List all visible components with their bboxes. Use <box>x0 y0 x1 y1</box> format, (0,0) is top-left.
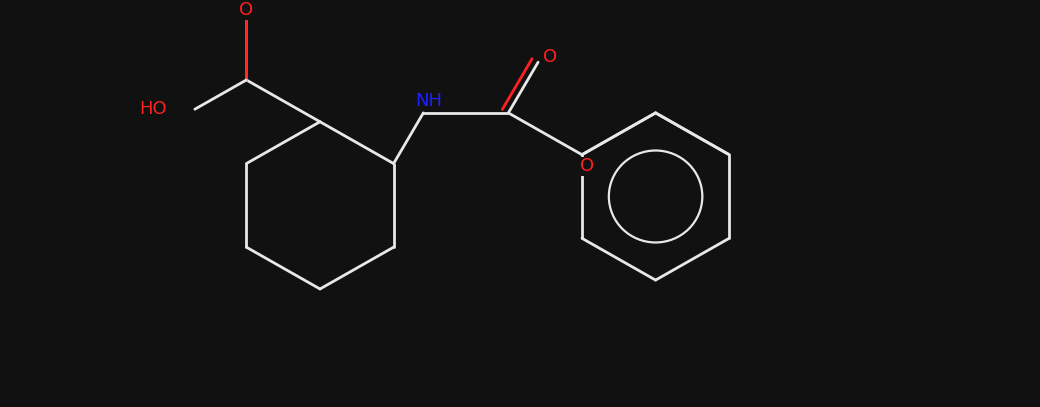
Text: O: O <box>239 1 254 19</box>
Text: NH: NH <box>415 92 442 110</box>
Text: O: O <box>580 158 594 175</box>
Text: HO: HO <box>139 100 166 118</box>
Text: O: O <box>543 48 557 66</box>
